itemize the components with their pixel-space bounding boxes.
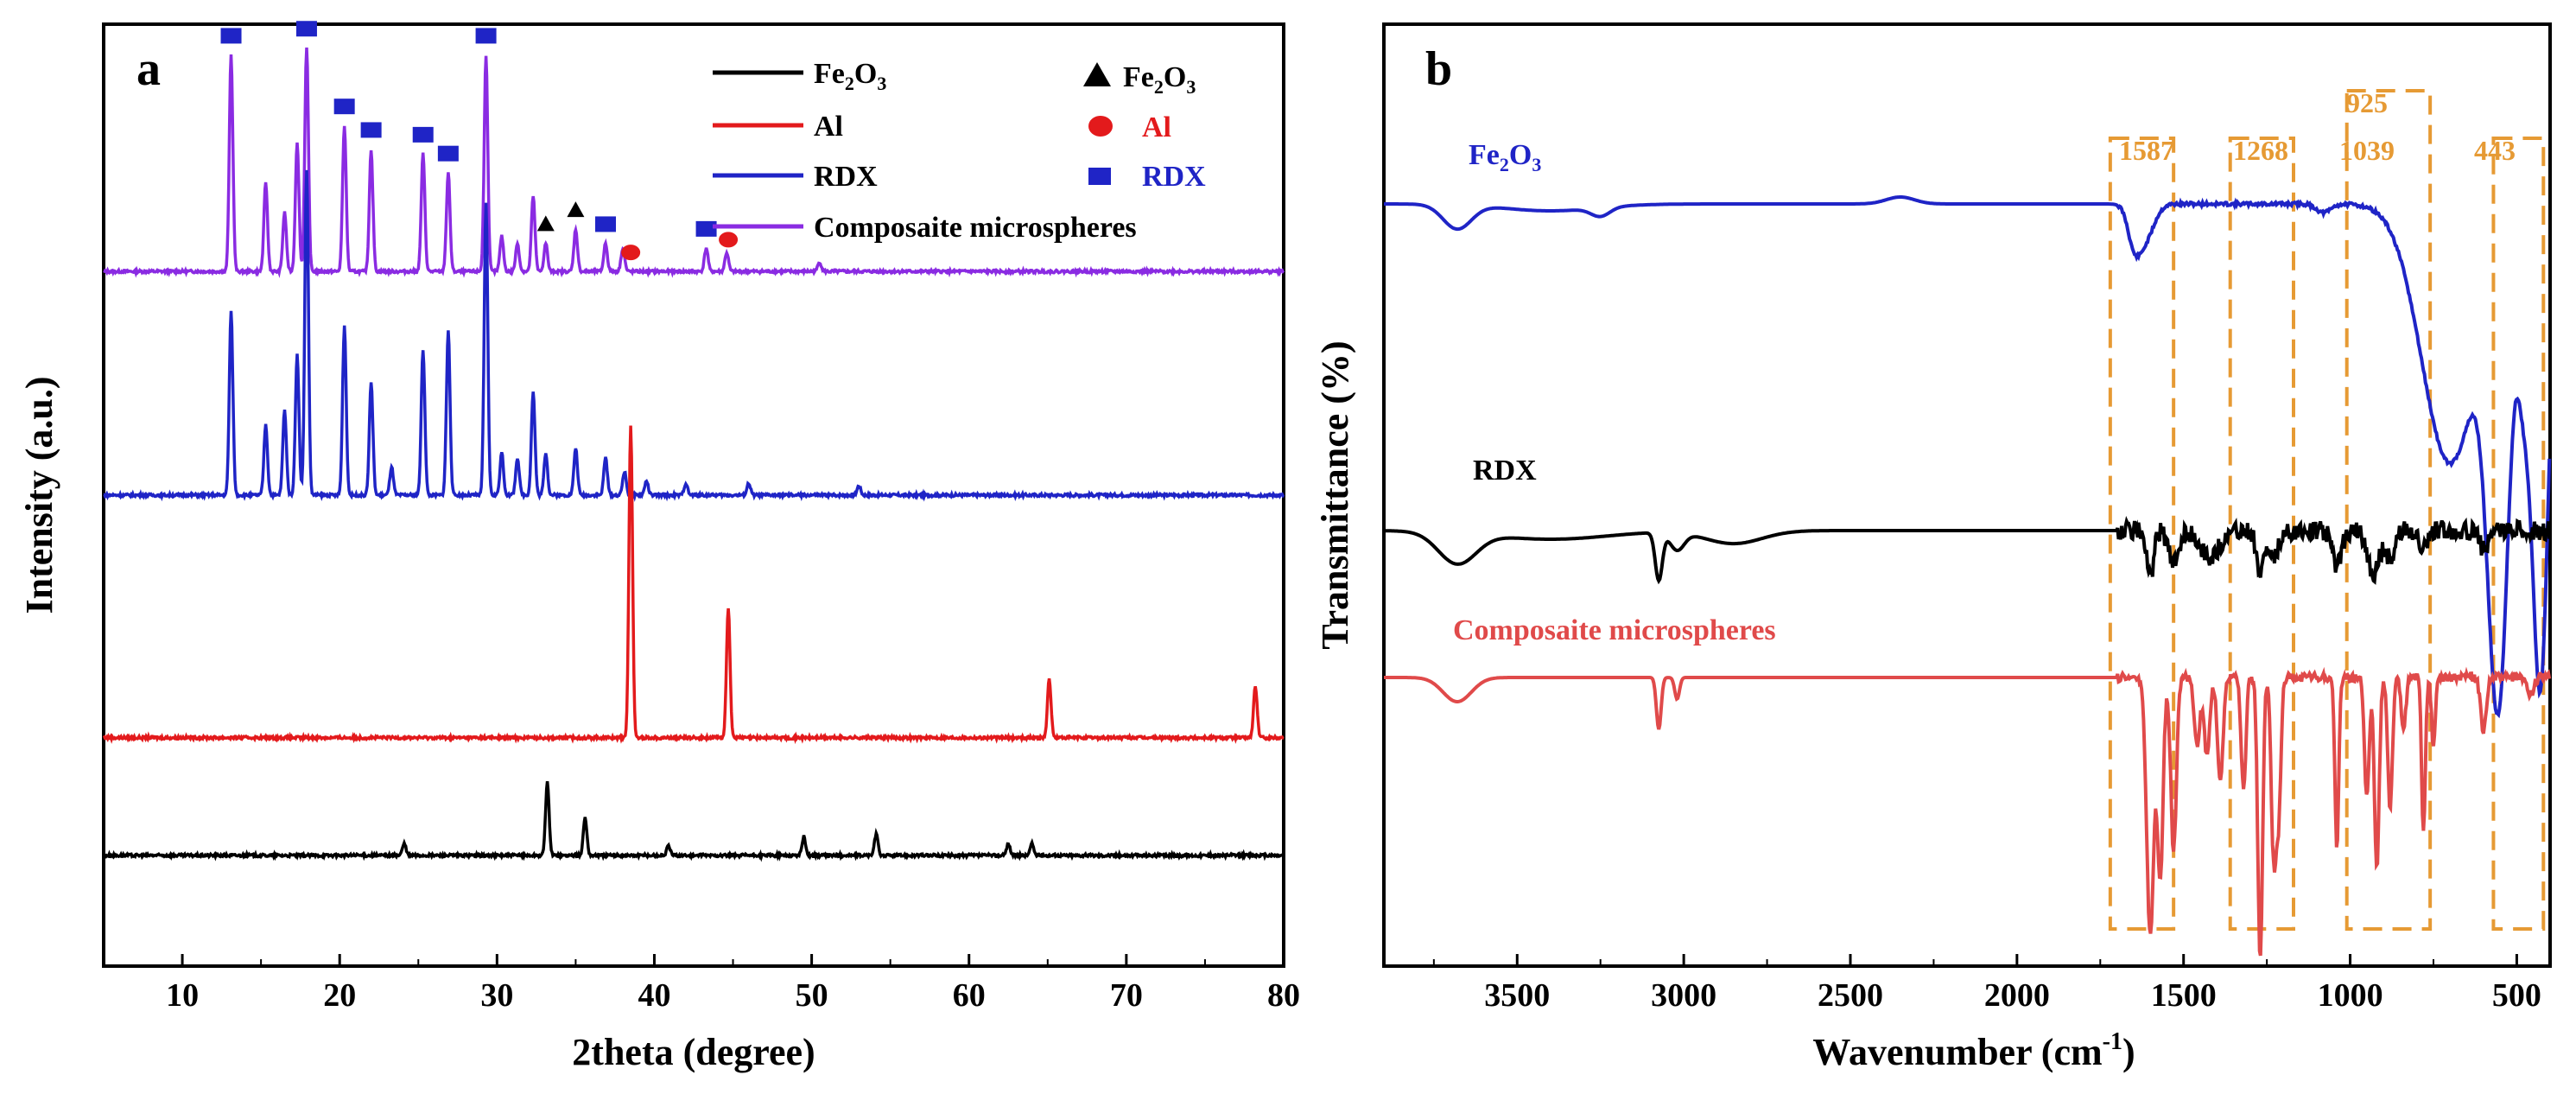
annotation-1268: 1268	[2233, 135, 2288, 166]
annotation-box	[2108, 137, 2176, 931]
panel-b-series-composite	[1384, 666, 2552, 957]
peak-marker-square	[360, 122, 382, 138]
panel-a-series-fe2o3	[102, 781, 1285, 862]
panel-a-series-composaite-microspheres	[103, 48, 1285, 278]
panel-b-x-tick-label: 3000	[1651, 977, 1716, 1014]
legend-label-al: Al	[814, 111, 843, 143]
panel-a: a 10 20 30 40 50 60 70 80 2theta (degree) Inten…	[18, 21, 1300, 1073]
series-label-rdx: RDX	[1473, 455, 1537, 487]
panel-b-x-tick-label: 1000	[2318, 977, 2383, 1014]
panel-b: b 3500 3000 2500 2000 1500 1000 500 Wavenumber…	[1314, 22, 2552, 1073]
panel-b-y-axis-label: Transmittance (%)	[1314, 340, 1356, 649]
panel-a-series-rdx	[103, 169, 1285, 502]
panel-a-x-tick-label: 20	[323, 977, 356, 1014]
series-label-fe2o3: Fe2O3	[1469, 139, 1541, 175]
peak-marker-square	[295, 21, 317, 37]
peak-marker-square	[437, 145, 459, 162]
panel-a-x-ticks: 10 20 30 40 50 60 70 80	[103, 954, 1300, 1014]
legend-marker-label-al: Al	[1142, 111, 1171, 143]
panel-b-series-fe2o3	[1384, 195, 2552, 719]
panel-a-x-axis-label: 2theta (degree)	[572, 1031, 815, 1073]
series-label-composite: Composaite microspheres	[1453, 614, 1776, 646]
annotation-box	[2344, 89, 2433, 931]
legend-marker-circle	[1088, 116, 1113, 137]
panel-a-x-tick-label: 40	[638, 977, 670, 1014]
panel-a-series	[102, 48, 1285, 862]
peak-marker-square	[333, 99, 355, 115]
legend-marker-triangle	[1083, 62, 1111, 86]
panel-a-x-tick-label: 30	[480, 977, 513, 1014]
panel-b-x-tick-label: 2500	[1818, 977, 1883, 1014]
panel-b-label: b	[1425, 42, 1452, 96]
peak-marker-square	[220, 28, 242, 44]
peak-marker-square	[695, 220, 717, 237]
legend-label-rdx: RDX	[814, 161, 878, 193]
panel-a-label: a	[136, 42, 161, 96]
annotation-443: 443	[2474, 135, 2516, 166]
legend-marker-label-fe2o3: Fe2O3	[1123, 61, 1196, 98]
panel-a-x-tick-label: 50	[796, 977, 828, 1014]
panel-b-series	[1384, 195, 2552, 957]
legend-label-composite: Composaite microspheres	[814, 212, 1137, 244]
annotation-1587: 1587	[2119, 135, 2174, 166]
peak-marker-circle	[621, 245, 641, 261]
panel-b-x-tick-label: 2000	[1984, 977, 2050, 1014]
legend-marker-square	[1088, 168, 1111, 185]
panel-a-legend: Fe2O3 Al RDX Composaite microspheres Fe2…	[713, 58, 1206, 244]
peak-marker-square	[412, 126, 434, 143]
panel-b-series-rdx	[1384, 516, 2552, 585]
legend-marker-label-rdx: RDX	[1142, 161, 1206, 193]
panel-a-series-al	[102, 425, 1285, 745]
panel-a-x-tick-label: 70	[1110, 977, 1143, 1014]
panel-b-x-tick-label: 500	[2492, 977, 2541, 1014]
panel-a-x-tick-label: 60	[953, 977, 986, 1014]
panel-a-x-tick-label: 80	[1267, 977, 1300, 1014]
panel-a-peak-markers	[220, 21, 739, 261]
peak-marker-circle	[719, 232, 739, 248]
panel-a-x-tick-label: 10	[166, 977, 199, 1014]
panel-b-x-tick-label: 3500	[1484, 977, 1550, 1014]
panel-b-x-tick-label: 1500	[2151, 977, 2217, 1014]
peak-marker-triangle	[536, 215, 555, 232]
panel-b-x-ticks: 3500 3000 2500 2000 1500 1000 500	[1432, 954, 2541, 1014]
peak-marker-triangle	[567, 201, 585, 218]
annotation-925: 925	[2346, 87, 2388, 118]
annotation-1039: 1039	[2339, 135, 2395, 166]
legend-label-fe2o3: Fe2O3	[814, 58, 886, 94]
peak-marker-square	[475, 28, 497, 44]
peak-marker-square	[595, 216, 617, 232]
panel-b-x-axis-label: Wavenumber (cm-1)	[1812, 1028, 2135, 1073]
panel-a-y-axis-label: Intensity (a.u.)	[18, 376, 60, 614]
